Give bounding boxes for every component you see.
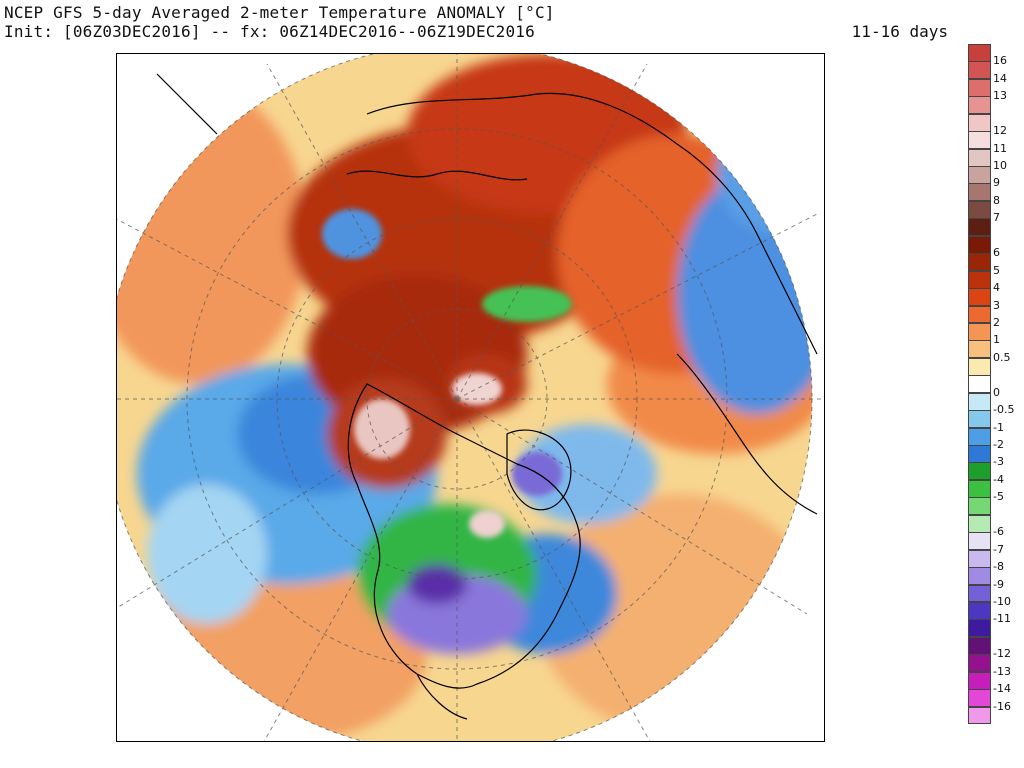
legend-swatch — [968, 270, 991, 289]
legend-swatch — [968, 340, 991, 359]
legend-swatch — [968, 148, 991, 167]
legend-swatch — [968, 462, 991, 481]
legend-tick-label: 9 — [993, 176, 1000, 190]
legend-tick-label: 10 — [993, 159, 1007, 173]
legend-swatch — [968, 532, 991, 551]
legend-swatch — [968, 253, 991, 272]
legend-tick-label: 16 — [993, 54, 1007, 68]
legend-swatch — [968, 445, 991, 463]
legend-tick-label: 5 — [993, 263, 1000, 277]
legend-swatch — [968, 288, 991, 307]
legend-swatch — [968, 375, 991, 394]
legend-tick-label: 14 — [993, 71, 1007, 85]
legend-swatch — [968, 619, 991, 638]
legend-swatch — [968, 706, 991, 725]
legend-swatch — [968, 305, 991, 324]
legend-tick-label: -5 — [993, 490, 1004, 504]
legend-swatch — [968, 567, 991, 585]
legend-tick-label: -14 — [993, 682, 1011, 696]
legend-tick-label: -0.5 — [993, 403, 1015, 417]
legend-swatch — [968, 689, 991, 708]
forecast-range: 11-16 days — [851, 22, 948, 41]
legend-swatch — [968, 113, 991, 132]
legend-swatch — [968, 235, 991, 254]
legend-tick-label: 8 — [993, 193, 1000, 207]
anomaly-map — [117, 54, 824, 741]
legend-swatch — [968, 584, 991, 603]
legend-tick-label: -7 — [993, 542, 1004, 556]
legend-tick-label: -4 — [993, 472, 1004, 486]
legend-tick-label: -11 — [993, 612, 1011, 626]
legend-tick-label: -10 — [993, 594, 1011, 608]
legend-swatch — [968, 166, 991, 184]
legend-tick-label: 7 — [993, 211, 1000, 225]
map-panel — [116, 53, 825, 742]
legend-tick-label: 2 — [993, 315, 1000, 329]
legend-swatch — [968, 78, 991, 97]
init-forecast-line: Init: [06Z03DEC2016] -- fx: 06Z14DEC2016… — [4, 22, 535, 41]
legend-tick-label: 1 — [993, 333, 1000, 347]
legend-tick-label: -8 — [993, 560, 1004, 574]
legend-tick-label: 0.5 — [993, 350, 1011, 364]
legend-swatch — [968, 183, 991, 202]
legend-swatch — [968, 96, 991, 115]
legend-swatch — [968, 61, 991, 80]
color-legend: 16 14 13 12 11 10 9 8 7 6 5 4 3 2 1 0.5 0 -0.5 -1 -2 -3 -4 -5 -… — [968, 44, 1024, 725]
legend-swatch — [968, 200, 991, 219]
legend-tick-label: -3 — [993, 455, 1004, 469]
legend-swatch — [968, 601, 991, 620]
legend-swatch — [968, 218, 991, 237]
legend-tick-label: 4 — [993, 281, 1000, 295]
legend-swatch — [968, 392, 991, 411]
legend-tick-label: 0 — [993, 385, 1000, 399]
legend-tick-label: -6 — [993, 525, 1004, 539]
legend-swatch — [968, 479, 991, 498]
legend-tick-label: -1 — [993, 420, 1004, 434]
legend-tick-label: 3 — [993, 298, 1000, 312]
legend-tick-label: 6 — [993, 246, 1000, 260]
legend-tick-label: -2 — [993, 438, 1004, 452]
legend-swatch — [968, 514, 991, 533]
legend-swatch — [968, 549, 991, 568]
legend-tick-label: -9 — [993, 577, 1004, 591]
legend-tick-label: 11 — [993, 141, 1007, 155]
legend-tick-label: 13 — [993, 89, 1007, 103]
legend-swatch — [968, 322, 991, 341]
legend-swatch — [968, 410, 991, 429]
legend-swatch — [968, 131, 991, 150]
legend-swatch — [968, 654, 991, 673]
legend-swatch — [968, 44, 991, 62]
chart-title: NCEP GFS 5-day Averaged 2-meter Temperat… — [4, 3, 555, 22]
legend-tick-label: -16 — [993, 699, 1011, 713]
legend-tick-label: -12 — [993, 647, 1011, 661]
legend-swatch — [968, 357, 991, 376]
legend-swatch — [968, 427, 991, 446]
legend-swatch — [968, 636, 991, 655]
legend-swatch — [968, 671, 991, 690]
legend-tick-label: -13 — [993, 664, 1011, 678]
legend-tick-label: 12 — [993, 124, 1007, 138]
legend-swatch — [968, 497, 991, 516]
